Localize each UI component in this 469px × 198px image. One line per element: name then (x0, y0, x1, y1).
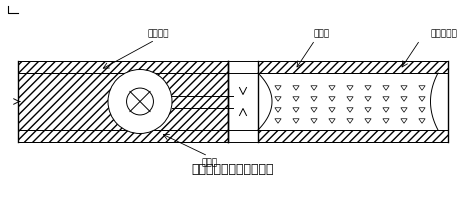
Polygon shape (419, 97, 425, 101)
Polygon shape (311, 108, 317, 112)
Polygon shape (275, 119, 281, 123)
Polygon shape (329, 97, 335, 101)
Polygon shape (347, 97, 353, 101)
Polygon shape (293, 86, 299, 90)
Polygon shape (311, 97, 317, 101)
Polygon shape (293, 119, 299, 123)
Polygon shape (311, 119, 317, 123)
Polygon shape (365, 86, 371, 90)
Text: 已浇注槽段: 已浇注槽段 (430, 29, 457, 38)
Polygon shape (329, 108, 335, 112)
Polygon shape (293, 97, 299, 101)
Polygon shape (329, 86, 335, 90)
Polygon shape (347, 108, 353, 112)
Bar (18, 73, 228, 130)
Polygon shape (293, 108, 299, 112)
Polygon shape (383, 97, 389, 101)
Polygon shape (401, 86, 407, 90)
Polygon shape (401, 108, 407, 112)
Polygon shape (401, 97, 407, 101)
Polygon shape (419, 108, 425, 112)
Polygon shape (383, 108, 389, 112)
Polygon shape (311, 86, 317, 90)
Polygon shape (419, 86, 425, 90)
Polygon shape (365, 119, 371, 123)
Text: 钉筋笼: 钉筋笼 (314, 29, 330, 38)
Text: 未挖土体: 未挖土体 (147, 29, 169, 38)
Polygon shape (383, 119, 389, 123)
Circle shape (108, 69, 172, 133)
Polygon shape (419, 119, 425, 123)
Polygon shape (401, 119, 407, 123)
Polygon shape (275, 97, 281, 101)
Polygon shape (365, 97, 371, 101)
Bar (258, 61, 448, 73)
Bar (258, 130, 448, 142)
Polygon shape (347, 86, 353, 90)
Text: 地墙圆形柔性接头示意图: 地墙圆形柔性接头示意图 (192, 163, 274, 176)
Polygon shape (383, 86, 389, 90)
Polygon shape (347, 119, 353, 123)
Circle shape (127, 88, 153, 115)
Bar (18, 61, 228, 73)
Polygon shape (329, 119, 335, 123)
Bar (18, 130, 228, 142)
Text: 接头管: 接头管 (202, 158, 218, 167)
Polygon shape (275, 108, 281, 112)
Polygon shape (365, 108, 371, 112)
Bar (258, 73, 448, 130)
Polygon shape (275, 86, 281, 90)
